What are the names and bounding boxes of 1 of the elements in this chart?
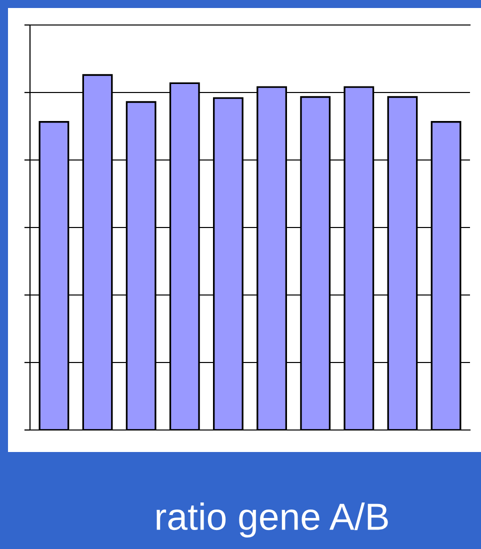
x-axis-title: ratio gene A/B	[156, 502, 388, 538]
